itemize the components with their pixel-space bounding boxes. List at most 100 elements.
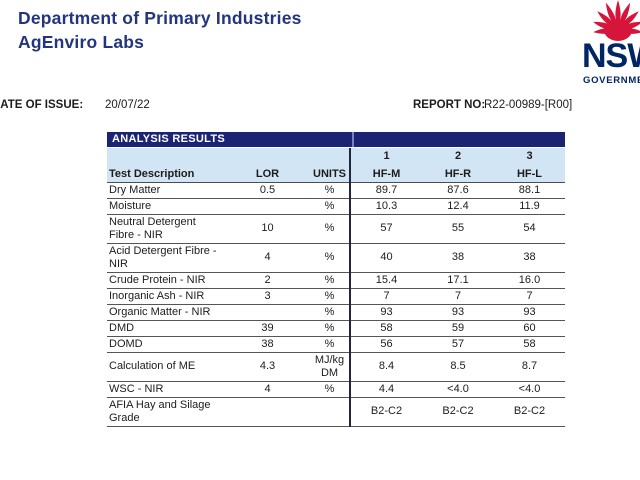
cell-lor	[225, 304, 310, 321]
cell-test: Neutral Detergent Fibre - NIR	[107, 214, 225, 244]
table-row-crude-protein: Crude Protein - NIR 2 % 15.4 17.1 16.0	[107, 272, 565, 289]
cell-value-1: 7	[349, 288, 422, 305]
table-row-moisture: Moisture % 10.3 12.4 11.9	[107, 198, 565, 215]
cell-lor: 4	[225, 381, 310, 398]
table-row-dry-matter: Dry Matter 0.5 % 89.7 87.6 88.1	[107, 182, 565, 199]
title-bar-divider	[352, 132, 354, 147]
cell-lor: 3	[225, 288, 310, 305]
cell-test: DOMD	[107, 336, 225, 353]
cell-value-1: 58	[349, 320, 422, 337]
cell-value-2: 87.6	[422, 182, 494, 199]
table-row-domd: DOMD 38 % 56 57 58	[107, 336, 565, 353]
empty-cell	[310, 148, 350, 163]
cell-test: Inorganic Ash - NIR	[107, 288, 225, 305]
cell-value-1: B2-C2	[349, 397, 422, 427]
logo-sub-text: GOVERNMENT	[583, 75, 640, 86]
cell-units: %	[310, 381, 350, 398]
cell-value-2: 12.4	[422, 198, 494, 215]
org-name: Department of Primary Industries	[18, 8, 302, 28]
org-header: Department of Primary Industries AgEnvir…	[18, 6, 302, 54]
sample-number-row: 1 2 3	[107, 148, 565, 163]
cell-units: %	[310, 304, 350, 321]
report-no-label: REPORT NO:	[413, 99, 486, 111]
cell-value-2: 93	[422, 304, 494, 321]
cell-lor: 4.3	[225, 352, 310, 382]
col-header-test-description: Test Description	[107, 163, 225, 183]
cell-value-1: 4.4	[349, 381, 422, 398]
analysis-results-title-bar: ANALYSIS RESULTS	[107, 132, 565, 147]
cell-value-2: B2-C2	[422, 397, 494, 427]
lab-name: AgEnviro Labs	[18, 32, 145, 52]
cell-value-1: 10.3	[349, 198, 422, 215]
column-header-row: Test Description LOR UNITS HF-M HF-R HF-…	[107, 163, 565, 183]
cell-units: %	[310, 336, 350, 353]
report-no-value: R22-00989-[R00]	[484, 99, 573, 111]
cell-value-1: 8.4	[349, 352, 422, 382]
table-row-organic-matter: Organic Matter - NIR % 93 93 93	[107, 304, 565, 321]
sample-number-2: 2	[422, 148, 494, 163]
cell-value-1: 40	[349, 243, 422, 273]
cell-test: Crude Protein - NIR	[107, 272, 225, 289]
table-row-afia-grade: AFIA Hay and Silage Grade B2-C2 B2-C2 B2…	[107, 397, 565, 427]
waratah-icon	[593, 0, 640, 41]
cell-test: AFIA Hay and Silage Grade	[107, 397, 225, 427]
cell-test: Calculation of ME	[107, 352, 225, 382]
cell-lor: 38	[225, 336, 310, 353]
table-row-neutral-detergent-fibre: Neutral Detergent Fibre - NIR 10 % 57 55…	[107, 214, 565, 244]
cell-units: %	[310, 288, 350, 305]
empty-cell	[225, 148, 310, 163]
cell-lor: 10	[225, 214, 310, 244]
cell-value-1: 57	[349, 214, 422, 244]
cell-test: Acid Detergent Fibre - NIR	[107, 243, 225, 273]
cell-lor: 39	[225, 320, 310, 337]
cell-value-3: 11.9	[494, 198, 565, 215]
cell-value-2: 7	[422, 288, 494, 305]
table-row-dmd: DMD 39 % 58 59 60	[107, 320, 565, 337]
cell-value-2: 55	[422, 214, 494, 244]
nsw-government-logo: NSW GOVERNMENT	[582, 0, 640, 95]
sample-id-1: HF-M	[349, 163, 422, 183]
logo-brand-text: NSW	[582, 37, 640, 75]
cell-value-3: 7	[494, 288, 565, 305]
cell-units: %	[310, 320, 350, 337]
cell-value-2: 57	[422, 336, 494, 353]
analysis-results-section: ANALYSIS RESULTS 1 2 3 Test Description	[107, 132, 565, 427]
cell-value-2: 38	[422, 243, 494, 273]
cell-value-3: 54	[494, 214, 565, 244]
cell-units: MJ/kg DM	[310, 352, 350, 382]
sample-id-3: HF-L	[494, 163, 565, 183]
cell-units: %	[310, 243, 350, 273]
cell-value-2: 8.5	[422, 352, 494, 382]
report-meta: DATE OF ISSUE: 20/07/22 REPORT NO: R22-0…	[0, 99, 640, 115]
table-row-calculation-of-me: Calculation of ME 4.3 MJ/kg DM 8.4 8.5 8…	[107, 352, 565, 382]
cell-lor	[225, 397, 310, 427]
cell-value-3: 60	[494, 320, 565, 337]
cell-value-2: 59	[422, 320, 494, 337]
cell-value-3: 16.0	[494, 272, 565, 289]
analysis-results-table: 1 2 3 Test Description LOR UNITS HF-M HF…	[107, 148, 565, 427]
cell-units: %	[310, 272, 350, 289]
cell-units	[310, 397, 350, 427]
cell-value-3: B2-C2	[494, 397, 565, 427]
cell-test: Moisture	[107, 198, 225, 215]
col-header-units: UNITS	[310, 163, 350, 183]
table-row-acid-detergent-fibre: Acid Detergent Fibre - NIR 4 % 40 38 38	[107, 243, 565, 273]
cell-units: %	[310, 182, 350, 199]
cell-units: %	[310, 198, 350, 215]
cell-lor: 4	[225, 243, 310, 273]
table-row-wsc: WSC - NIR 4 % 4.4 <4.0 <4.0	[107, 381, 565, 398]
cell-value-1: 89.7	[349, 182, 422, 199]
cell-value-3: 88.1	[494, 182, 565, 199]
cell-value-3: 8.7	[494, 352, 565, 382]
cell-value-1: 15.4	[349, 272, 422, 289]
sample-number-3: 3	[494, 148, 565, 163]
sample-number-1: 1	[349, 148, 422, 163]
cell-value-2: 17.1	[422, 272, 494, 289]
date-of-issue-label: DATE OF ISSUE:	[0, 99, 84, 111]
cell-test: DMD	[107, 320, 225, 337]
cell-lor: 0.5	[225, 182, 310, 199]
cell-lor	[225, 198, 310, 215]
cell-value-1: 56	[349, 336, 422, 353]
cell-value-3: <4.0	[494, 381, 565, 398]
